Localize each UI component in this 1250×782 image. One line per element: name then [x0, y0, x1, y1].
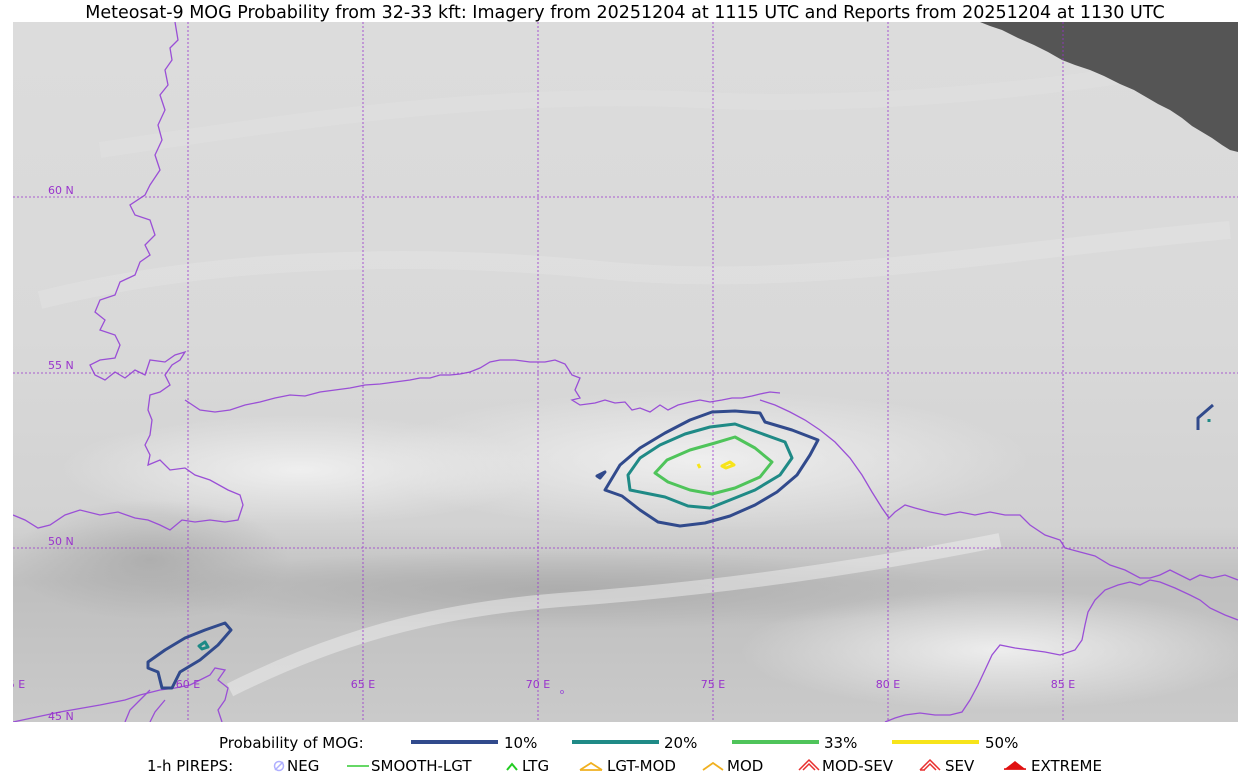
smooth-light-icon	[347, 765, 369, 767]
moderate-icon	[702, 761, 724, 771]
lon-label: 70 E	[526, 678, 550, 691]
lat-label: 50 N	[48, 535, 74, 548]
neg-icon	[273, 760, 285, 772]
pireps-legend-title: 1-h PIREPS:	[147, 757, 234, 775]
no-data-region	[980, 22, 1238, 152]
graticule	[13, 22, 1238, 722]
moderate-severe-icon	[798, 758, 820, 771]
legend-swatch-10pct	[411, 740, 498, 744]
dark-band	[140, 550, 980, 630]
legend-label-mod-sev: MOD-SEV	[822, 757, 893, 775]
lon-label: 60 E	[176, 678, 200, 691]
legend-label-10pct: 10%	[504, 734, 538, 752]
lat-label: 60 N	[48, 184, 74, 197]
lon-label: 65 E	[351, 678, 375, 691]
legend-label-lgt-mod: LGT-MOD	[607, 757, 676, 775]
pireps-legend: 1-h PIREPS: NEG SMOOTH-LGT LTG LGT-MOD M…	[0, 755, 1250, 777]
contour-50pct	[696, 463, 702, 469]
legend-label-extreme: EXTREME	[1031, 757, 1102, 775]
cloud-streak	[226, 533, 1002, 697]
legend-swatch-33pct	[732, 740, 819, 744]
cloud-band	[60, 415, 540, 525]
contour-33pct	[653, 435, 774, 496]
severe-icon	[919, 758, 941, 771]
light-moderate-icon	[579, 761, 603, 771]
lat-label: 55 N	[48, 359, 74, 372]
legend-label-neg: NEG	[287, 757, 320, 775]
satellite-map: 60 N 55 N 50 N 45 N 55 E 60 E 65 E 70 E …	[13, 22, 1238, 722]
contour-20pct	[197, 640, 210, 651]
legend-label-50pct: 50%	[985, 734, 1019, 752]
extreme-icon	[1003, 761, 1027, 770]
probability-legend-title: Probability of MOG:	[219, 734, 364, 752]
chart-title: Meteosat-9 MOG Probability from 32-33 kf…	[85, 3, 1165, 23]
contour-10pct	[595, 470, 607, 480]
legend-label-smooth-lgt: SMOOTH-LGT	[371, 757, 472, 775]
lon-label: 80 E	[876, 678, 900, 691]
contour-50pct	[720, 460, 736, 470]
contour-10pct	[1196, 403, 1214, 430]
lon-label: 75 E	[701, 678, 725, 691]
light-turbulence-icon	[506, 762, 518, 771]
legend-label-ltg: LTG	[522, 757, 550, 775]
legend-swatch-20pct	[572, 740, 659, 744]
lon-label: 85 E	[1051, 678, 1075, 691]
lon-label: 55 E	[13, 678, 25, 691]
cloud-streak	[98, 52, 1232, 158]
map-marker	[560, 690, 564, 694]
cloud-band	[370, 390, 1030, 530]
legend-label-sev: SEV	[945, 757, 975, 775]
probability-legend: Probability of MOG: 10% 20% 33% 50%	[0, 732, 1250, 754]
cloud-streak	[37, 221, 1231, 309]
legend-swatch-50pct	[892, 740, 979, 744]
legend-label-20pct: 20%	[664, 734, 698, 752]
legend-label-33pct: 33%	[824, 734, 858, 752]
contour-10pct	[146, 621, 233, 690]
contour-10pct	[603, 409, 820, 528]
dark-band	[13, 500, 290, 620]
legend-label-mod: MOD	[727, 757, 764, 775]
contour-20pct	[626, 422, 794, 510]
lat-label: 45 N	[48, 710, 74, 722]
cloud-band	[740, 590, 1238, 710]
